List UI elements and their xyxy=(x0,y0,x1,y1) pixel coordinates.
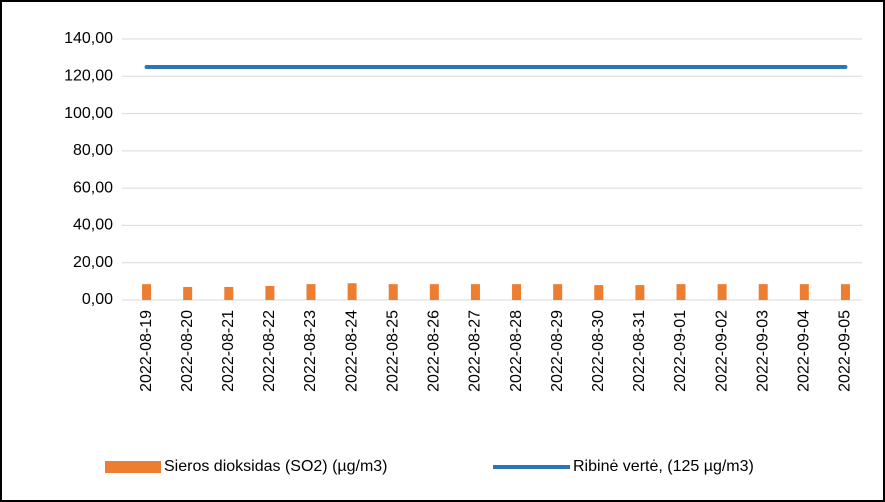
x-tick-label: 2022-09-03 xyxy=(754,310,771,392)
bar xyxy=(553,284,563,300)
y-tick-label: 80,00 xyxy=(73,142,113,159)
y-tick-label: 20,00 xyxy=(73,254,113,271)
x-tick-label: 2022-08-28 xyxy=(508,310,525,392)
bar xyxy=(142,284,152,300)
y-tick-label: 0,00 xyxy=(82,291,113,308)
x-tick-label: 2022-09-05 xyxy=(837,310,854,392)
bar xyxy=(429,284,439,300)
bar xyxy=(512,284,522,300)
bar xyxy=(635,285,645,300)
bar xyxy=(799,284,809,300)
x-tick-label: 2022-08-19 xyxy=(138,310,155,392)
bar xyxy=(470,284,480,300)
bar xyxy=(758,284,768,300)
x-tick-label: 2022-08-25 xyxy=(384,310,401,392)
bar xyxy=(224,286,234,300)
y-tick-label: 120,00 xyxy=(64,68,113,85)
x-tick-label: 2022-08-21 xyxy=(220,310,237,392)
x-tick-label: 2022-08-26 xyxy=(426,310,443,392)
legend-label: Ribinė vertė, (125 µg/m3) xyxy=(573,458,754,475)
x-tick-label: 2022-08-30 xyxy=(590,310,607,392)
x-tick-label: 2022-09-04 xyxy=(796,310,813,392)
y-tick-label: 40,00 xyxy=(73,217,113,234)
legend-swatch xyxy=(105,461,161,473)
x-tick-label: 2022-08-24 xyxy=(343,310,360,392)
x-tick-label: 2022-08-29 xyxy=(549,310,566,392)
bar xyxy=(676,284,686,300)
bar xyxy=(347,283,357,300)
bar xyxy=(183,286,193,300)
y-tick-label: 100,00 xyxy=(64,105,113,122)
x-tick-label: 2022-08-23 xyxy=(302,310,319,392)
x-tick-label: 2022-08-27 xyxy=(467,310,484,392)
bar xyxy=(594,285,604,300)
x-tick-label: 2022-08-22 xyxy=(261,310,278,392)
x-tick-label: 2022-09-02 xyxy=(713,310,730,392)
legend-label: Sieros dioksidas (SO2) (µg/m3) xyxy=(164,458,388,475)
bar xyxy=(717,284,727,300)
y-tick-label: 140,00 xyxy=(64,30,113,47)
bar xyxy=(265,286,275,300)
bar xyxy=(840,284,850,300)
bar xyxy=(306,284,316,300)
x-tick-label: 2022-08-31 xyxy=(631,310,648,392)
x-tick-label: 2022-09-01 xyxy=(672,310,689,392)
bar xyxy=(388,284,398,300)
x-tick-label: 2022-08-20 xyxy=(179,310,196,392)
y-tick-label: 60,00 xyxy=(73,179,113,196)
